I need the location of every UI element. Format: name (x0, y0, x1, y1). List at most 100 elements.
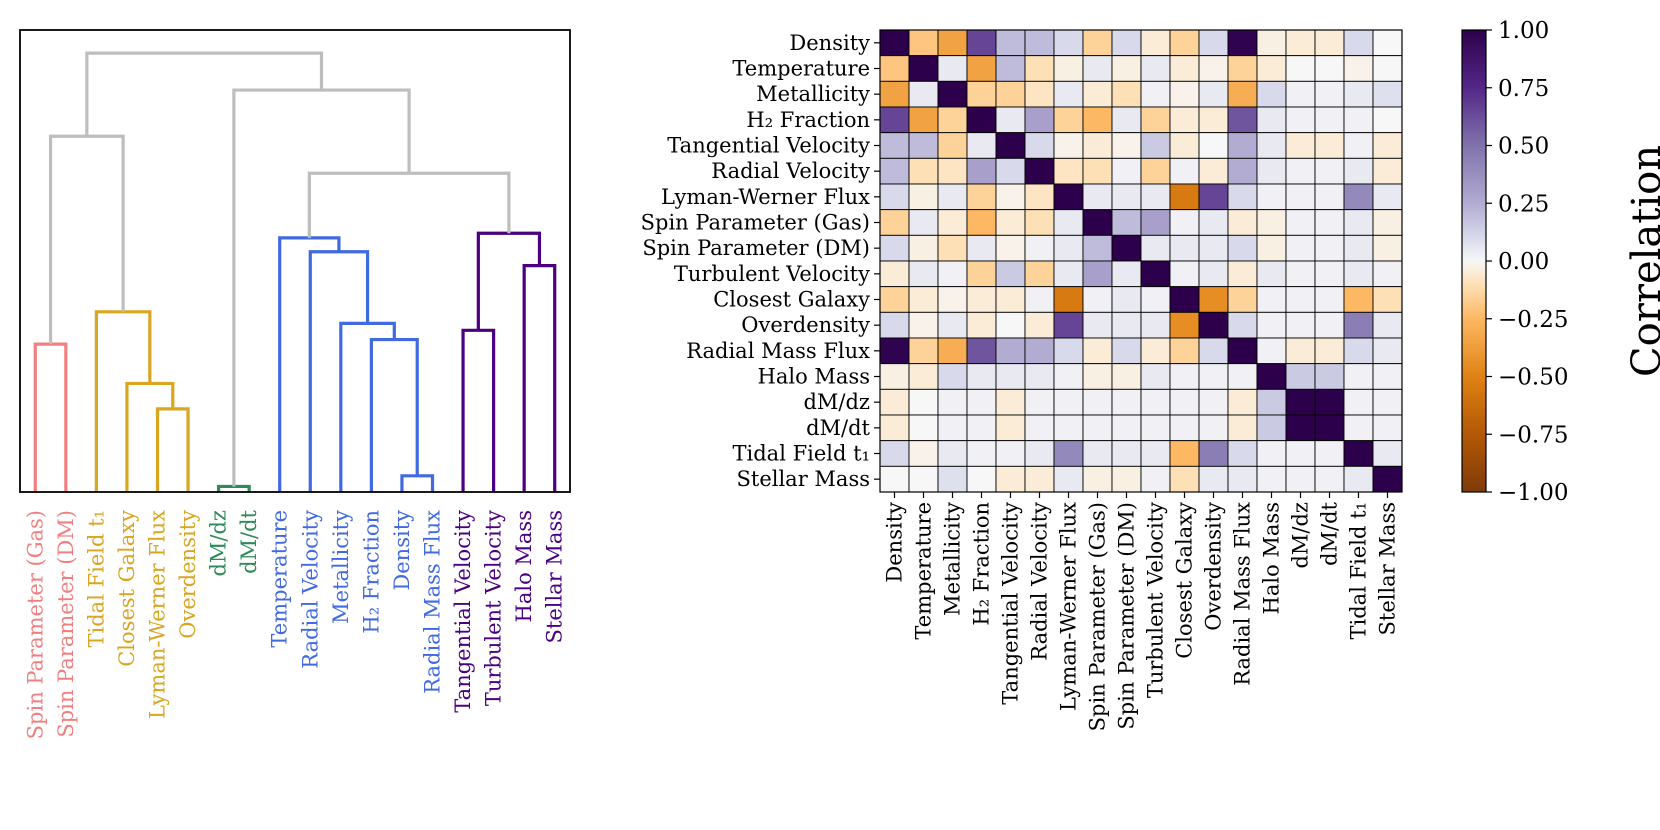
heatmap-row-label-radial-mass-flux: Radial Mass Flux (686, 339, 870, 363)
heatmap-cell-15-9 (1140, 414, 1171, 442)
heatmap-cell-2-12 (1227, 80, 1258, 108)
colorbar-tick-label: 0.00 (1498, 249, 1549, 275)
heatmap-cell-9-8 (1111, 260, 1142, 288)
heatmap-cell-17-6 (1053, 465, 1084, 493)
heatmap-cell-14-12 (1227, 388, 1258, 416)
heatmap-cell-11-8 (1111, 311, 1142, 339)
heatmap-cell-11-13 (1256, 311, 1287, 339)
heatmap-cell-3-16 (1343, 106, 1374, 134)
heatmap-cell-13-12 (1227, 363, 1258, 390)
heatmap-cell-14-8 (1111, 388, 1142, 416)
heatmap-col-label-tidal-field-t: Tidal Field t₁ (1347, 502, 1371, 639)
heatmap-cell-4-16 (1343, 132, 1374, 159)
heatmap-cell-13-17 (1372, 363, 1403, 390)
dendrogram-leaf-label-h-fraction: H₂ Fraction (359, 510, 383, 634)
dendrogram-leaf-label-halo-mass: Halo Mass (512, 510, 536, 622)
heatmap-cell-6-12 (1227, 183, 1258, 211)
heatmap-cell-12-9 (1140, 337, 1171, 365)
heatmap-cell-16-10 (1169, 440, 1200, 467)
heatmap-cell-10-3 (966, 286, 997, 313)
dendrogram-leaf-label-tidal-field-t: Tidal Field t₁ (84, 510, 108, 647)
heatmap-cell-17-7 (1082, 465, 1113, 493)
heatmap-cell-9-14 (1285, 260, 1316, 288)
dendrogram-leaf-label-stellar-mass: Stellar Mass (543, 510, 567, 644)
heatmap-cell-17-2 (937, 465, 968, 493)
heatmap-row-label-tangential-velocity: Tangential Velocity (667, 134, 870, 158)
heatmap-cell-7-8 (1111, 209, 1142, 236)
dendrogram-leaf-label-dm-dt: dM/dt (237, 509, 261, 573)
heatmap-cell-8-12 (1227, 234, 1258, 262)
heatmap-cell-16-12 (1227, 440, 1258, 467)
heatmap-cell-7-2 (937, 209, 968, 236)
dendrogram-link-7 (461, 328, 496, 492)
heatmap-cell-5-17 (1372, 157, 1403, 185)
heatmap-cell-3-15 (1314, 106, 1345, 134)
heatmap-cell-11-14 (1285, 311, 1316, 339)
heatmap-cell-11-4 (995, 311, 1026, 339)
heatmap-cell-14-15 (1314, 388, 1345, 416)
heatmap-col-label-density: Density (883, 502, 907, 583)
heatmap-cell-6-0 (879, 183, 910, 211)
heatmap-cell-0-7 (1082, 29, 1113, 57)
heatmap-cell-4-15 (1314, 132, 1345, 159)
heatmap-cell-3-14 (1285, 106, 1316, 134)
heatmap-cell-6-17 (1372, 183, 1403, 211)
heatmap-cell-13-15 (1314, 363, 1345, 390)
heatmap-cell-6-1 (908, 183, 939, 211)
heatmap-cell-13-2 (937, 363, 968, 390)
heatmap-cell-6-10 (1169, 183, 1200, 211)
heatmap-cell-17-11 (1198, 465, 1229, 493)
heatmap-cell-14-16 (1343, 388, 1374, 416)
heatmap-cell-13-9 (1140, 363, 1171, 390)
heatmap-cell-8-14 (1285, 234, 1316, 262)
heatmap-cell-15-4 (995, 414, 1026, 442)
heatmap-cell-17-0 (879, 465, 910, 493)
heatmap-cell-11-15 (1314, 311, 1345, 339)
colorbar-tick-label: 1.00 (1498, 18, 1549, 44)
heatmap-cell-12-17 (1372, 337, 1403, 365)
dendrogram-leaf-label-spin-parameter-gas: Spin Parameter (Gas) (23, 510, 47, 739)
heatmap-row-label-closest-galaxy: Closest Galaxy (713, 288, 870, 312)
heatmap-cell-11-16 (1343, 311, 1374, 339)
dendrogram-leaf-label-overdensity: Overdensity (176, 510, 200, 639)
heatmap-cell-5-15 (1314, 157, 1345, 185)
heatmap-cell-7-12 (1227, 209, 1258, 236)
heatmap-row-label-tidal-field-t: Tidal Field t₁ (733, 442, 870, 466)
heatmap-cell-11-1 (908, 311, 939, 339)
heatmap-cell-16-7 (1082, 440, 1113, 467)
heatmap-cell-10-12 (1227, 286, 1258, 313)
heatmap-cell-12-15 (1314, 337, 1345, 365)
heatmap-cell-10-1 (908, 286, 939, 313)
heatmap-cell-3-1 (908, 106, 939, 134)
heatmap-cell-8-17 (1372, 234, 1403, 262)
dendrogram-link-2 (155, 407, 190, 492)
heatmap-cell-16-1 (908, 440, 939, 467)
heatmap-cell-5-10 (1169, 157, 1200, 185)
heatmap-cell-4-1 (908, 132, 939, 159)
heatmap-cell-6-16 (1343, 183, 1374, 211)
heatmap-cell-5-11 (1198, 157, 1229, 185)
heatmap-cell-0-17 (1372, 29, 1403, 57)
heatmap-cell-4-2 (937, 132, 968, 159)
heatmap-cell-9-10 (1169, 260, 1200, 288)
heatmap-cell-1-5 (1024, 55, 1055, 82)
heatmap-cell-15-12 (1227, 414, 1258, 442)
heatmap-cell-9-1 (908, 260, 939, 288)
heatmap-cell-11-9 (1140, 311, 1171, 339)
heatmap-col-label-radial-velocity: Radial Velocity (1028, 502, 1052, 661)
heatmap-cell-14-13 (1256, 388, 1287, 416)
heatmap-row-label-halo-mass: Halo Mass (758, 365, 870, 389)
heatmap-col-label-turbulent-velocity: Turbulent Velocity (1144, 502, 1168, 698)
heatmap-cell-0-8 (1111, 29, 1142, 57)
heatmap-cell-12-8 (1111, 337, 1142, 365)
heatmap-cell-9-6 (1053, 260, 1084, 288)
heatmap-cell-8-4 (995, 234, 1026, 262)
heatmap-cell-16-9 (1140, 440, 1171, 467)
heatmap-cell-1-14 (1285, 55, 1316, 82)
heatmap-cell-9-4 (995, 260, 1026, 288)
heatmap-cell-8-2 (937, 234, 968, 262)
colorbar-tick-label: −0.75 (1498, 422, 1568, 448)
heatmap-cell-4-12 (1227, 132, 1258, 159)
heatmap-cell-17-16 (1343, 465, 1374, 493)
heatmap-cell-14-0 (879, 388, 910, 416)
